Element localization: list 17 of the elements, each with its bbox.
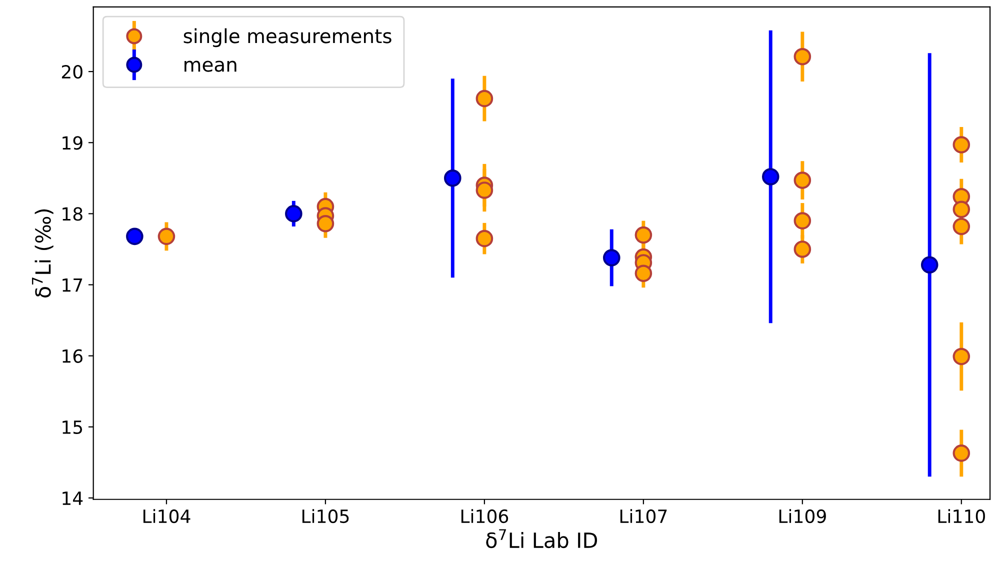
x-tick-label: Li110	[938, 509, 985, 524]
y-tick-label: 15	[62, 420, 82, 434]
x-tick-label: Li109	[779, 509, 826, 524]
legend-label: single measurements	[184, 28, 392, 48]
y-tick-label: 16	[62, 349, 82, 363]
y-axis-title: δ$^{7}$Li (‰)	[32, 209, 54, 298]
y-tick-label: 19	[62, 136, 82, 150]
y-tick-label: 20	[62, 65, 82, 79]
x-axis-title: δ$^{7}$Li Lab ID	[486, 529, 597, 548]
x-tick-label: Li104	[143, 509, 190, 524]
x-tick-label: Li107	[620, 509, 667, 524]
y-tick-label: 17	[62, 278, 82, 292]
y-tick-label: 18	[62, 207, 82, 221]
x-tick-label: Li106	[461, 509, 508, 524]
x-tick-label: Li105	[302, 509, 349, 524]
y-tick-label: 14	[62, 492, 83, 505]
legend-label: mean	[184, 60, 236, 72]
